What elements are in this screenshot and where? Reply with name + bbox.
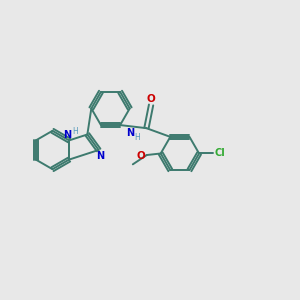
Text: Cl: Cl xyxy=(214,148,225,158)
Text: H: H xyxy=(72,127,77,136)
Text: N: N xyxy=(96,151,104,160)
Text: N: N xyxy=(64,130,72,140)
Text: N: N xyxy=(126,128,134,138)
Text: O: O xyxy=(147,94,155,104)
Text: O: O xyxy=(136,151,145,160)
Text: H: H xyxy=(134,133,140,142)
